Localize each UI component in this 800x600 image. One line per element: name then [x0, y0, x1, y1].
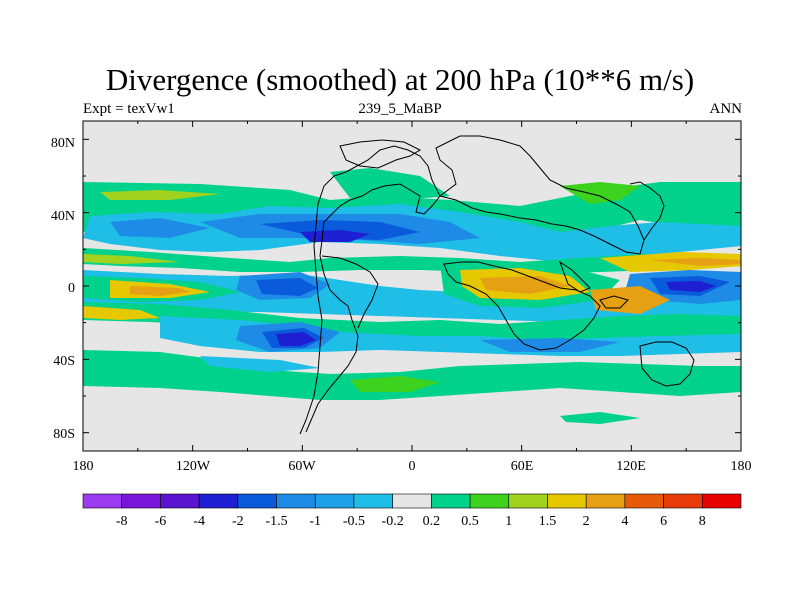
colorbar-label: -4 — [193, 514, 205, 529]
lon-label-120e: 120E — [616, 459, 646, 474]
plot-title: Divergence (smoothed) at 200 hPa (10**6 … — [105, 62, 695, 97]
latitude-labels: 80N 40N 0 40S 80S — [51, 136, 75, 442]
field-south-blue-core — [276, 332, 316, 346]
coast-islands — [599, 295, 629, 309]
lon-label-60w: 60W — [288, 459, 316, 474]
lon-label-0: 0 — [409, 459, 416, 474]
lat-label-80n: 80N — [51, 136, 75, 151]
coastline-overlay — [299, 135, 695, 435]
colorbar-box — [663, 493, 703, 509]
divergence-field — [83, 168, 741, 424]
coast-greenland — [339, 139, 422, 169]
field-northwest-blue — [110, 218, 210, 238]
colorbar-label: 0.2 — [423, 514, 441, 529]
colorbar-label: -0.2 — [382, 514, 404, 529]
field-south-orange-west — [83, 306, 160, 320]
colorbar-box — [121, 493, 161, 509]
colorbar-box — [431, 493, 471, 509]
lat-label-40s: 40S — [53, 354, 75, 369]
colorbar-box — [392, 493, 432, 509]
lat-label-0: 0 — [68, 281, 75, 296]
colorbar-box — [237, 493, 277, 509]
experiment-label: Expt = texVw1 — [83, 101, 175, 117]
colorbar-label: -8 — [116, 514, 128, 529]
field-sindian-blue — [480, 338, 620, 352]
season-label: ANN — [709, 101, 743, 117]
lon-label-120w: 120W — [176, 459, 211, 474]
colorbar-label: 1.5 — [539, 514, 557, 529]
colorbar-label: 0.5 — [461, 514, 479, 529]
colorbar-box — [547, 493, 587, 509]
colorbar-box — [469, 493, 510, 509]
colorbar-box — [198, 493, 239, 509]
field-south-green — [83, 302, 741, 342]
coast-africa — [443, 261, 601, 351]
colorbar-box — [508, 493, 548, 509]
colorbar-box — [82, 493, 123, 509]
field-europe-green — [330, 168, 450, 200]
field-africa-orange-core — [480, 276, 570, 294]
field-east-pac-orange — [650, 258, 741, 266]
lon-label-180w: 180 — [73, 459, 94, 474]
colorbar-label: -6 — [155, 514, 167, 529]
lat-label-40n: 40N — [51, 209, 75, 224]
colorbar-label: 4 — [621, 514, 628, 529]
coast-australia — [639, 341, 695, 387]
colorbar-box — [314, 493, 355, 509]
coast-samerica-east — [321, 255, 379, 329]
coast-india — [559, 260, 591, 293]
field-subtrop-north-yellow — [83, 254, 180, 264]
field-asia-green — [560, 182, 640, 204]
coast-asia-east — [629, 181, 665, 241]
field-npac-yellow — [100, 190, 220, 200]
colorbar-label: -1.5 — [265, 514, 287, 529]
colorbar-label: -0.5 — [343, 514, 365, 529]
lon-label-180e: 180 — [731, 459, 752, 474]
lat-label-80s: 80S — [53, 427, 75, 442]
colorbar-box — [624, 493, 664, 509]
longitude-labels: 180 120W 60W 0 60E 120E 180 — [73, 459, 752, 474]
colorbar-label: -2 — [232, 514, 244, 529]
colorbar: -8 -6 -4 -2 -1.5 -1 -0.5 -0.2 0.2 0.5 1 1.5 2 4 6 8 — [82, 493, 742, 529]
period-label: 239_5_MaBP — [358, 101, 442, 117]
coast-eurasia — [435, 135, 645, 255]
lon-label-60e: 60E — [511, 459, 534, 474]
field-south-pole-green — [560, 412, 640, 424]
colorbar-box — [701, 493, 742, 509]
colorbar-box — [160, 493, 200, 509]
coast-north-america — [299, 145, 441, 435]
field-indian-orange — [590, 286, 670, 314]
field-samerica-blue-deep — [256, 278, 318, 296]
field-south-mid-yellow — [350, 376, 440, 392]
colorbar-box — [353, 493, 393, 509]
field-subtrop-north-green — [83, 248, 741, 274]
colorbar-box — [585, 493, 626, 509]
colorbar-label: 1 — [505, 514, 512, 529]
field-wpac-blue-core — [666, 281, 716, 292]
colorbar-label: 8 — [699, 514, 706, 529]
colorbar-label: 2 — [583, 514, 590, 529]
field-south-mid-green — [83, 350, 741, 400]
colorbar-label: 6 — [660, 514, 667, 529]
colorbar-label: -1 — [309, 514, 321, 529]
field-south-edge-blue — [200, 356, 320, 372]
field-equator-orange-west — [130, 286, 190, 296]
field-north-blue-core — [300, 230, 370, 242]
colorbar-box — [276, 493, 316, 509]
axis-ticks — [82, 121, 742, 451]
